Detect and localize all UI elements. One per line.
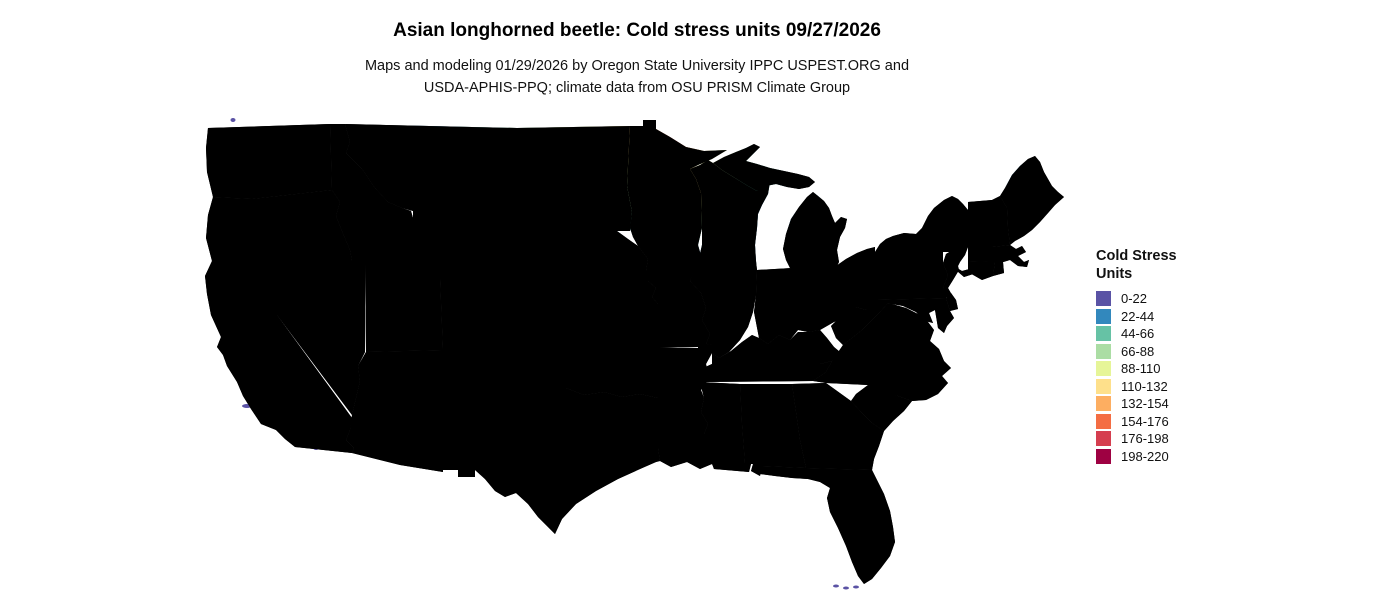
legend-label: 22-44 <box>1121 308 1155 324</box>
florida-key <box>843 586 849 590</box>
legend-label: 176-198 <box>1121 431 1169 447</box>
legend-swatch-22-44 <box>1096 308 1111 324</box>
legend-label: 0-22 <box>1121 291 1148 307</box>
san-juan-island <box>230 118 236 122</box>
legend-row: 88-110 <box>1096 360 1177 378</box>
legend-row: 176-198 <box>1096 430 1177 448</box>
legend-label: 132-154 <box>1121 396 1169 412</box>
legend-row: 154-176 <box>1096 413 1177 431</box>
legend-label: 198-220 <box>1121 448 1169 464</box>
legend-swatch-44-66 <box>1096 326 1111 342</box>
florida-key <box>853 585 859 589</box>
legend-label: 154-176 <box>1121 413 1169 429</box>
legend-label: 44-66 <box>1121 326 1155 342</box>
legend-row: 132-154 <box>1096 395 1177 413</box>
legend-row: 22-44 <box>1096 308 1177 326</box>
legend-title-line-2: Units <box>1096 266 1133 282</box>
title-block: Asian longhorned beetle: Cold stress uni… <box>0 0 1274 99</box>
legend-row: 198-220 <box>1096 448 1177 466</box>
legend-swatch-110-132 <box>1096 378 1111 394</box>
legend-swatch-88-110 <box>1096 361 1111 377</box>
legend-label: 66-88 <box>1121 343 1155 359</box>
legend-label: 88-110 <box>1121 361 1161 377</box>
legend-swatch-0-22 <box>1096 291 1111 307</box>
subtitle-line-1: Maps and modeling 01/29/2026 by Oregon S… <box>364 58 910 74</box>
legend-swatch-132-154 <box>1096 396 1111 412</box>
legend-title: Cold Stress Units <box>1096 247 1177 283</box>
legend-items: 0-22 22-44 44-66 66-88 88-110 110-132 132-154 1… <box>1096 290 1177 465</box>
subtitle-line-2: USDA-APHIS-PPQ; climate data from OSU PR… <box>423 80 851 96</box>
legend-row: 66-88 <box>1096 343 1177 361</box>
legend-title-line-1: Cold Stress <box>1096 248 1177 264</box>
legend-swatch-154-176 <box>1096 413 1111 429</box>
legend-row: 44-66 <box>1096 325 1177 343</box>
legend-row: 110-132 <box>1096 378 1177 396</box>
legend-swatch-66-88 <box>1096 343 1111 359</box>
legend-swatch-176-198 <box>1096 431 1111 447</box>
legend-label: 110-132 <box>1121 378 1168 394</box>
legend: Cold Stress Units 0-22 22-44 44-66 66-88 88-… <box>1096 247 1177 465</box>
state-borders <box>205 120 1064 584</box>
page-subtitle: Maps and modeling 01/29/2026 by Oregon S… <box>0 42 1274 99</box>
page-title: Asian longhorned beetle: Cold stress uni… <box>393 20 881 41</box>
speck-maine <box>1005 167 1011 173</box>
florida-key <box>833 584 839 588</box>
legend-swatch-198-220 <box>1096 448 1111 464</box>
legend-row: 0-22 <box>1096 290 1177 308</box>
